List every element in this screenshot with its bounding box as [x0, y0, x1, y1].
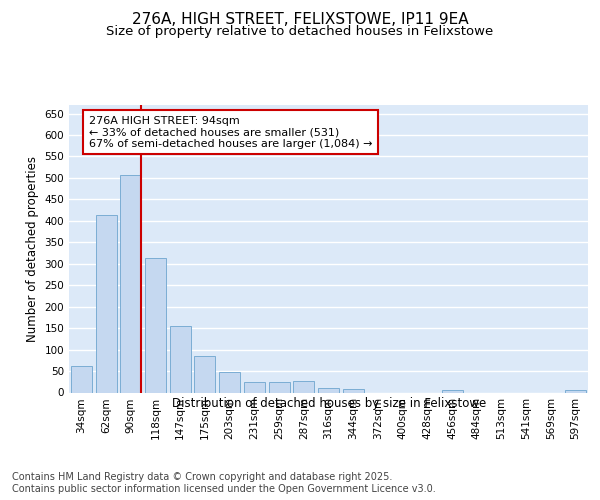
Bar: [120, 175, 141, 392]
Bar: [442, 390, 463, 392]
Bar: [71, 366, 92, 392]
Text: Size of property relative to detached houses in Felixstowe: Size of property relative to detached ho…: [106, 25, 494, 38]
Bar: [95, 216, 116, 392]
Bar: [565, 390, 586, 392]
Y-axis label: Number of detached properties: Number of detached properties: [26, 156, 39, 342]
Text: Distribution of detached houses by size in Felixstowe: Distribution of detached houses by size …: [172, 398, 486, 410]
Bar: [318, 388, 339, 392]
Bar: [343, 389, 364, 392]
Bar: [170, 326, 191, 392]
Bar: [244, 382, 265, 392]
Bar: [293, 381, 314, 392]
Bar: [194, 356, 215, 392]
Bar: [219, 372, 240, 392]
Text: 276A, HIGH STREET, FELIXSTOWE, IP11 9EA: 276A, HIGH STREET, FELIXSTOWE, IP11 9EA: [131, 12, 469, 28]
Text: Contains HM Land Registry data © Crown copyright and database right 2025.
Contai: Contains HM Land Registry data © Crown c…: [12, 472, 436, 494]
Bar: [269, 382, 290, 392]
Bar: [145, 258, 166, 392]
Text: 276A HIGH STREET: 94sqm
← 33% of detached houses are smaller (531)
67% of semi-d: 276A HIGH STREET: 94sqm ← 33% of detache…: [89, 116, 372, 149]
